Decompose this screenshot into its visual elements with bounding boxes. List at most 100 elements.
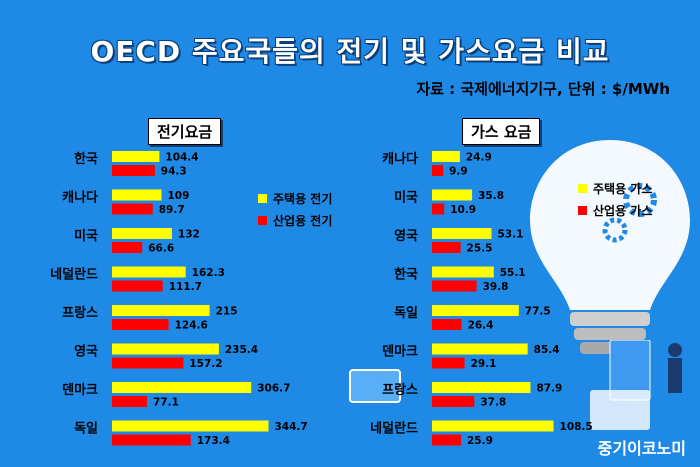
legend-item-industrial-electricity: 산업용 전기 (258, 212, 332, 229)
source-note: 자료 : 국제에너지기구, 단위 : $/MWh (416, 80, 670, 98)
data-label: 89.7 (159, 204, 185, 216)
category-label: 영국 (394, 229, 418, 244)
electricity-panel-title: 전기요금 (148, 118, 222, 145)
data-label: 55.1 (500, 267, 526, 279)
bar (432, 305, 519, 316)
data-label: 87.9 (536, 383, 562, 395)
data-label: 111.7 (169, 281, 202, 293)
data-label: 9.9 (449, 166, 468, 178)
legend-label: 산업용 가스 (593, 204, 653, 218)
bar (432, 165, 444, 176)
watermark: 중기이코노미 (597, 439, 686, 458)
bar (432, 242, 461, 253)
category-label: 캐나다 (62, 190, 98, 206)
data-label: 157.2 (189, 358, 222, 370)
bar (432, 382, 531, 393)
data-label: 124.6 (175, 320, 208, 332)
bar (112, 420, 269, 432)
bar (112, 266, 186, 278)
bar (112, 203, 153, 215)
data-label: 10.9 (450, 204, 476, 216)
legend-swatch (258, 216, 267, 225)
legend-swatch (578, 206, 587, 215)
bar (112, 280, 163, 292)
data-label: 77.5 (525, 306, 551, 318)
bar (432, 228, 492, 239)
data-label: 215 (216, 306, 238, 318)
bar (432, 280, 477, 292)
data-label: 173.4 (197, 435, 230, 447)
category-label: 덴마크 (382, 344, 418, 360)
bar (432, 189, 473, 201)
bar (112, 357, 184, 369)
legend-swatch (578, 184, 587, 193)
bar (112, 242, 143, 253)
bar (112, 305, 210, 316)
legend-item-residential-gas: 주택용 가스 (578, 180, 652, 197)
bar (432, 266, 494, 278)
category-label: 네덜란드 (370, 421, 418, 437)
data-label: 29.1 (471, 358, 497, 370)
gas-panel-title: 가스 요금 (462, 118, 541, 145)
bar (432, 434, 462, 446)
data-label: 25.9 (467, 435, 493, 447)
data-label: 94.3 (161, 166, 187, 178)
bar (432, 420, 554, 432)
data-label: 39.8 (483, 281, 509, 293)
category-label: 프랑스 (62, 306, 98, 321)
bar (112, 343, 219, 355)
data-label: 25.5 (467, 243, 493, 255)
bar (112, 319, 169, 330)
bar (432, 357, 465, 369)
legend-item-industrial-gas: 산업용 가스 (578, 202, 652, 219)
bar (432, 319, 462, 330)
data-label: 108.5 (560, 421, 593, 433)
category-label: 프랑스 (382, 383, 418, 398)
legend-item-residential-electricity: 주택용 전기 (258, 190, 332, 207)
chart-title: OECD 주요국들의 전기 및 가스요금 비교 (90, 35, 610, 68)
bar (112, 165, 155, 176)
gas-legend: 주택용 가스 산업용 가스 (578, 180, 652, 224)
legend-swatch (258, 194, 267, 203)
data-label: 77.1 (153, 397, 179, 409)
data-label: 132 (178, 229, 200, 241)
category-label: 한국 (74, 151, 98, 167)
data-label: 26.4 (468, 320, 494, 332)
data-label: 344.7 (274, 421, 307, 433)
legend-label: 산업용 전기 (273, 214, 333, 228)
category-label: 덴마크 (62, 382, 98, 398)
data-label: 235.4 (225, 344, 258, 356)
bar (432, 151, 460, 162)
people-illustration (349, 340, 682, 430)
bar (112, 434, 191, 446)
category-label: 네덜란드 (50, 267, 98, 283)
bar (432, 203, 445, 215)
bar (112, 189, 162, 201)
data-label: 24.9 (466, 152, 492, 164)
bar (112, 151, 160, 162)
bar (112, 228, 172, 239)
bar (112, 396, 148, 407)
data-label: 85.4 (534, 344, 560, 356)
electricity-legend: 주택용 전기 산업용 전기 (258, 190, 332, 234)
bar (112, 382, 252, 393)
bar (432, 343, 528, 355)
category-label: 독일 (394, 306, 418, 321)
category-label: 한국 (394, 267, 418, 283)
data-label: 35.8 (478, 190, 504, 202)
data-label: 37.8 (480, 397, 506, 409)
category-label: 미국 (394, 190, 418, 206)
category-label: 미국 (74, 228, 98, 244)
data-label: 53.1 (497, 229, 523, 241)
data-label: 162.3 (192, 267, 225, 279)
data-label: 109 (167, 190, 189, 202)
legend-label: 주택용 전기 (273, 192, 333, 206)
category-label: 캐나다 (382, 151, 418, 167)
category-label: 독일 (74, 422, 98, 437)
legend-label: 주택용 가스 (593, 182, 653, 196)
bar (432, 396, 475, 407)
data-label: 306.7 (257, 383, 290, 395)
data-label: 104.4 (165, 152, 198, 164)
category-label: 영국 (74, 345, 98, 360)
